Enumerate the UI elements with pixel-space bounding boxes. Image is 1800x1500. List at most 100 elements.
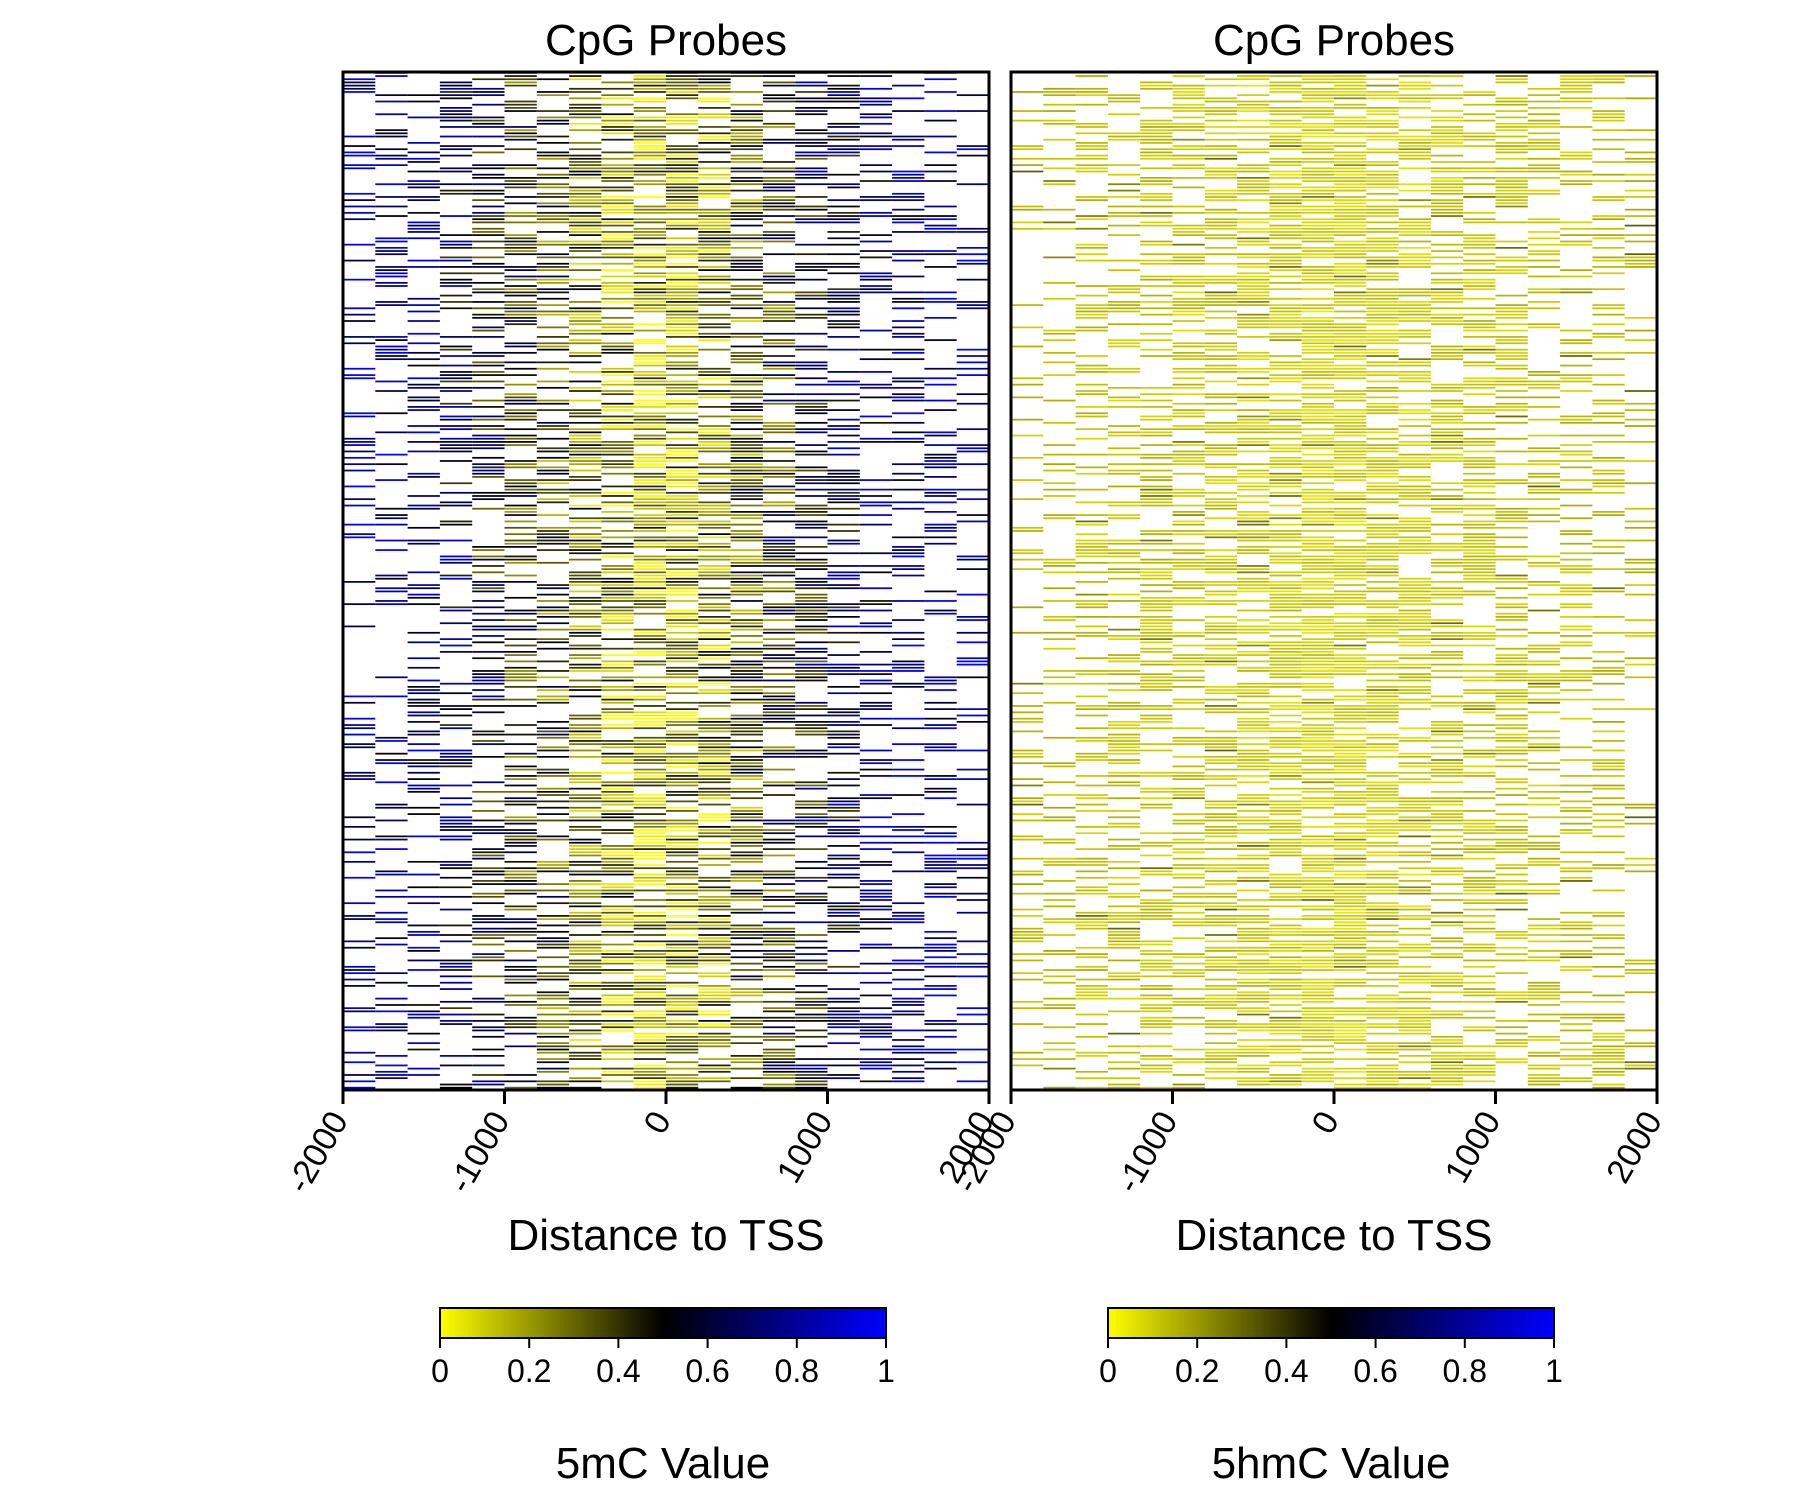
heatmap-cell <box>762 711 796 714</box>
heatmap-cell <box>1075 857 1108 860</box>
heatmap-cell <box>795 1016 828 1019</box>
heatmap-cell <box>472 625 505 628</box>
heatmap-cell <box>1140 635 1173 637</box>
heatmap-cell <box>1269 281 1302 284</box>
heatmap-cell <box>795 546 828 548</box>
heatmap-cell <box>1172 514 1205 516</box>
heatmap-cell <box>666 523 699 526</box>
heatmap-cell <box>698 740 731 742</box>
heatmap-cell <box>1301 864 1334 866</box>
heatmap-cell <box>375 129 408 132</box>
heatmap-cell <box>343 733 376 736</box>
heatmap-cell <box>1237 151 1270 154</box>
heatmap-cell <box>633 504 666 507</box>
heatmap-cell <box>698 415 731 418</box>
heatmap-cell <box>1140 841 1173 844</box>
heatmap-cell <box>569 625 602 628</box>
heatmap-cell <box>795 1070 828 1073</box>
heatmap-cell <box>569 794 602 796</box>
heatmap-cell <box>1334 507 1367 510</box>
heatmap-cell <box>633 444 666 446</box>
heatmap-cell <box>343 278 376 281</box>
heatmap-cell <box>1301 511 1334 513</box>
heatmap-cell <box>536 790 570 793</box>
heatmap-cell <box>956 660 989 663</box>
heatmap-cell <box>569 838 602 841</box>
heatmap-cell <box>375 873 408 876</box>
heatmap-cell <box>1301 768 1334 771</box>
heatmap-cell <box>666 883 699 885</box>
heatmap-cell <box>439 714 473 717</box>
heatmap-cell <box>698 253 731 256</box>
heatmap-cell <box>1269 581 1302 583</box>
heatmap-cell <box>1204 507 1238 510</box>
heatmap-cell <box>859 256 893 259</box>
heatmap-cell <box>827 320 860 322</box>
heatmap-cell <box>1043 631 1076 634</box>
heatmap-cell <box>730 838 763 841</box>
heatmap-cell <box>633 829 666 831</box>
heatmap-cell <box>375 1023 408 1025</box>
heatmap-cell <box>569 921 602 924</box>
heatmap-cell <box>472 434 505 437</box>
heatmap-cell <box>1301 641 1334 644</box>
heatmap-cell <box>1172 409 1205 411</box>
heatmap-cell <box>439 895 473 898</box>
heatmap-cell <box>666 870 699 873</box>
heatmap-cell <box>827 819 860 822</box>
heatmap-cell <box>1334 272 1367 275</box>
heatmap-cell <box>439 644 473 647</box>
heatmap-cell <box>795 803 828 806</box>
heatmap-cell <box>536 469 570 472</box>
heatmap-cell <box>730 845 763 847</box>
heatmap-cell <box>730 332 763 335</box>
heatmap-cell <box>536 380 570 383</box>
heatmap-cell <box>827 151 860 154</box>
heatmap-cell <box>536 660 570 663</box>
heatmap-cell <box>1301 908 1334 911</box>
heatmap-cell <box>924 409 957 411</box>
heatmap-cell <box>666 183 699 186</box>
heatmap-cell <box>1172 918 1205 920</box>
heatmap-cell <box>1204 1007 1238 1010</box>
colorbar-gradient <box>439 1307 887 1339</box>
heatmap-cell <box>1301 771 1334 774</box>
heatmap-cell <box>439 981 473 984</box>
heatmap-cell <box>924 297 957 300</box>
heatmap-cell <box>407 813 440 815</box>
heatmap-cell <box>795 733 828 736</box>
heatmap-cell <box>633 883 666 885</box>
heatmap-cell <box>1334 870 1367 873</box>
heatmap-cell <box>924 444 957 446</box>
heatmap-cell <box>569 546 602 548</box>
heatmap-cell <box>924 491 957 494</box>
heatmap-cell <box>536 615 570 618</box>
heatmap-cell <box>730 956 763 959</box>
heatmap-cell <box>439 682 473 685</box>
heatmap-cell <box>762 1058 796 1060</box>
heatmap-cell <box>1043 670 1076 672</box>
heatmap-cell <box>698 444 731 446</box>
heatmap-cell <box>601 1048 634 1051</box>
heatmap-cell <box>795 511 828 513</box>
heatmap-cell <box>504 504 537 507</box>
heatmap-cell <box>1140 797 1173 800</box>
heatmap-cell <box>375 205 408 208</box>
heatmap-cell <box>730 402 763 405</box>
heatmap-cell <box>762 339 796 341</box>
heatmap-cell <box>730 129 763 132</box>
heatmap-cell <box>1301 622 1334 625</box>
heatmap-cell <box>439 692 473 695</box>
heatmap-cell <box>924 460 957 462</box>
heatmap-cell <box>1269 173 1302 176</box>
heatmap-cell <box>504 237 537 240</box>
heatmap-cell <box>827 215 860 217</box>
heatmap-cell <box>1334 771 1367 774</box>
heatmap-cell <box>1172 157 1205 160</box>
heatmap-cell <box>1269 1077 1302 1080</box>
heatmap-cell <box>472 256 505 259</box>
heatmap-cell <box>1301 507 1334 510</box>
heatmap-cell <box>1301 883 1334 885</box>
heatmap-cell <box>407 157 440 160</box>
heatmap-cell <box>569 307 602 310</box>
